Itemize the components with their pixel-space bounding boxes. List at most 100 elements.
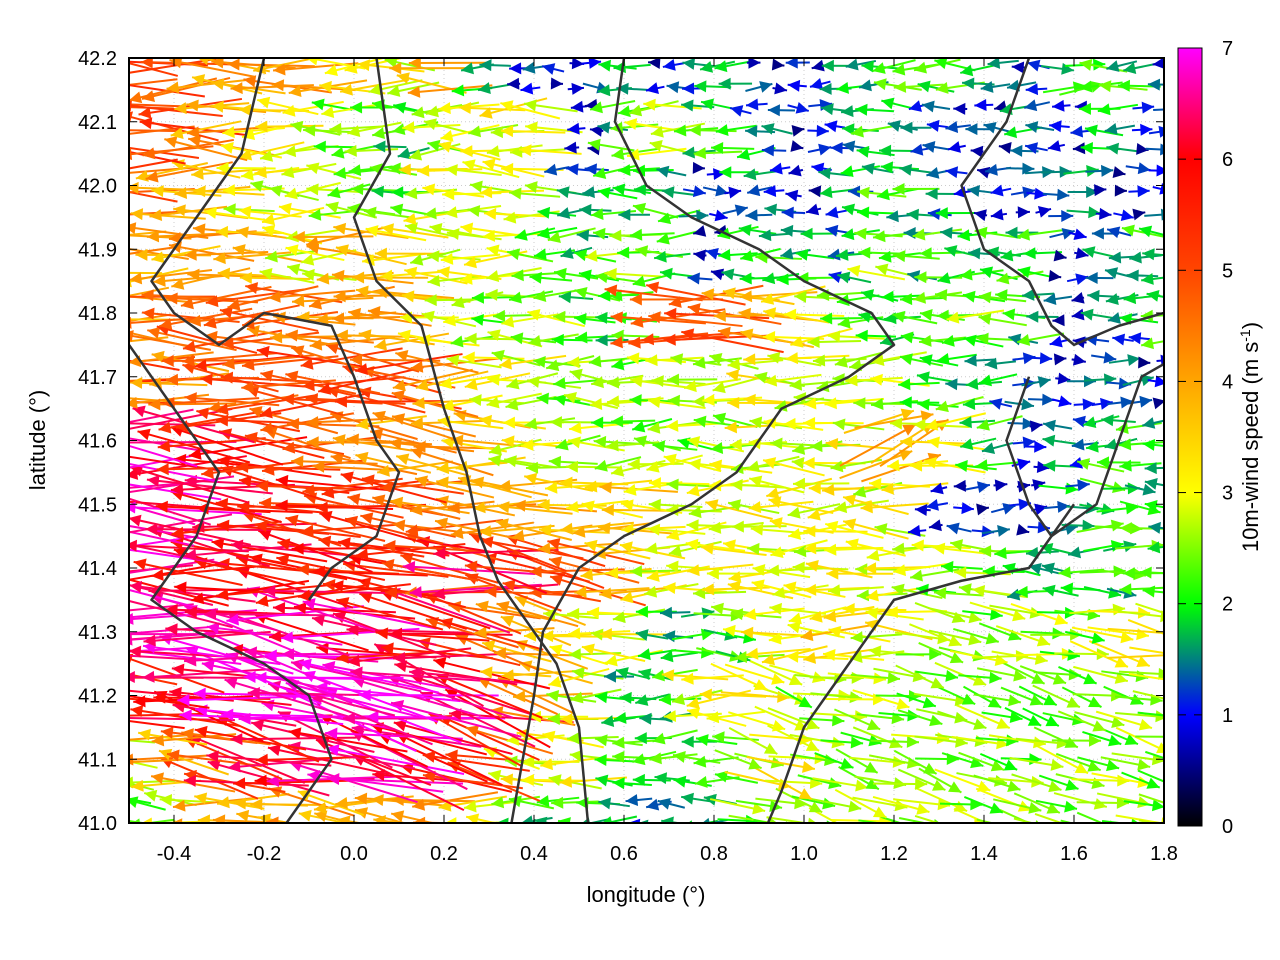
wind-vector xyxy=(567,732,619,745)
terrain-contour xyxy=(960,58,1164,347)
wind-vector xyxy=(976,166,991,179)
wind-vector xyxy=(975,734,1019,747)
wind-vector xyxy=(660,650,699,663)
wind-vector xyxy=(137,428,251,464)
wind-vector xyxy=(321,479,429,499)
wind-vector xyxy=(548,774,602,790)
wind-vector xyxy=(1042,434,1076,447)
wind-vector xyxy=(1108,354,1141,367)
wind-vector xyxy=(508,187,561,200)
wind-vector xyxy=(785,58,810,69)
wind-vector xyxy=(1148,125,1164,138)
wind-vector xyxy=(659,606,691,619)
wind-vector xyxy=(881,482,949,495)
wind-vector xyxy=(527,309,586,328)
wind-vector xyxy=(1106,226,1132,239)
wind-vector xyxy=(604,267,661,280)
wind-vector xyxy=(768,496,834,515)
wind-vector xyxy=(1022,707,1060,727)
wind-vector xyxy=(529,271,573,284)
wind-vector xyxy=(573,313,616,326)
wind-vector xyxy=(983,121,1011,134)
wind-vector xyxy=(574,287,621,302)
wind-vector xyxy=(692,225,707,237)
wind-vector xyxy=(581,58,602,69)
wind-vector xyxy=(213,251,292,265)
wind-vector xyxy=(389,62,470,75)
wind-vector xyxy=(913,291,963,304)
wind-vector xyxy=(1142,585,1164,598)
wind-vector xyxy=(259,392,366,419)
wind-vector xyxy=(876,187,919,201)
wind-vector xyxy=(914,786,968,813)
wind-vector xyxy=(745,81,773,93)
wind-vector xyxy=(1093,184,1107,197)
wind-vector xyxy=(129,497,211,526)
wind-vector xyxy=(895,648,942,661)
wind-vector xyxy=(1152,58,1164,69)
wind-vector xyxy=(350,666,481,682)
wind-vector xyxy=(1129,646,1164,655)
wind-vector xyxy=(760,285,826,305)
wind-vector xyxy=(395,453,470,477)
wind-vector xyxy=(712,412,758,428)
wind-vector xyxy=(548,668,610,688)
x-tick-label: 1.6 xyxy=(1060,843,1088,865)
wind-vector xyxy=(915,670,959,682)
wind-vector xyxy=(379,479,478,494)
wind-vector xyxy=(203,304,300,329)
wind-vector xyxy=(991,650,1048,665)
wind-vector xyxy=(544,163,570,176)
wind-vector xyxy=(926,119,948,132)
wind-vector xyxy=(1139,566,1164,579)
wind-vector xyxy=(267,744,390,776)
wind-vector xyxy=(546,689,597,703)
wind-vector xyxy=(200,373,307,388)
wind-vector xyxy=(129,181,204,194)
x-tick-label: 0.2 xyxy=(430,843,458,865)
wind-vector xyxy=(781,206,806,219)
wind-vector xyxy=(567,122,586,135)
wind-vector xyxy=(783,308,845,321)
wind-vector xyxy=(342,559,449,578)
wind-vector xyxy=(1142,438,1164,451)
wind-vector xyxy=(1132,208,1146,221)
wind-vector xyxy=(1033,461,1050,474)
wind-vector xyxy=(486,266,542,282)
wind-vector xyxy=(979,752,1018,771)
colorbar-tick-label: 7 xyxy=(1222,38,1233,60)
wind-vector xyxy=(1125,162,1151,175)
wind-vector xyxy=(657,798,686,810)
wind-vector xyxy=(899,353,944,367)
wind-vector xyxy=(355,415,427,430)
wind-vector xyxy=(1147,78,1164,91)
wind-vector xyxy=(584,479,653,493)
wind-vector xyxy=(1058,666,1098,685)
wind-vector xyxy=(219,306,319,332)
wind-vector xyxy=(956,704,1011,730)
wind-vector xyxy=(1067,186,1099,199)
wind-vector xyxy=(478,524,555,538)
wind-vector xyxy=(693,249,707,262)
wind-vector xyxy=(709,798,766,815)
wind-vector xyxy=(797,774,842,789)
wind-vector xyxy=(1129,251,1162,264)
wind-vector xyxy=(1104,437,1138,451)
wind-vector xyxy=(825,206,847,219)
wind-vector xyxy=(1074,711,1125,728)
wind-vector xyxy=(300,347,403,370)
wind-vector xyxy=(789,378,843,391)
wind-vector xyxy=(839,423,917,467)
wind-vector xyxy=(212,814,296,823)
wind-vector xyxy=(1026,310,1059,323)
wind-vector xyxy=(170,120,242,139)
wind-vector xyxy=(1082,730,1122,747)
wind-vector xyxy=(666,478,717,491)
wind-vector xyxy=(893,562,953,577)
wind-vector xyxy=(1091,397,1113,410)
wind-vector xyxy=(769,162,791,175)
terrain-contour xyxy=(766,503,1076,823)
wind-vector xyxy=(1135,602,1164,615)
wind-vector xyxy=(402,561,536,575)
